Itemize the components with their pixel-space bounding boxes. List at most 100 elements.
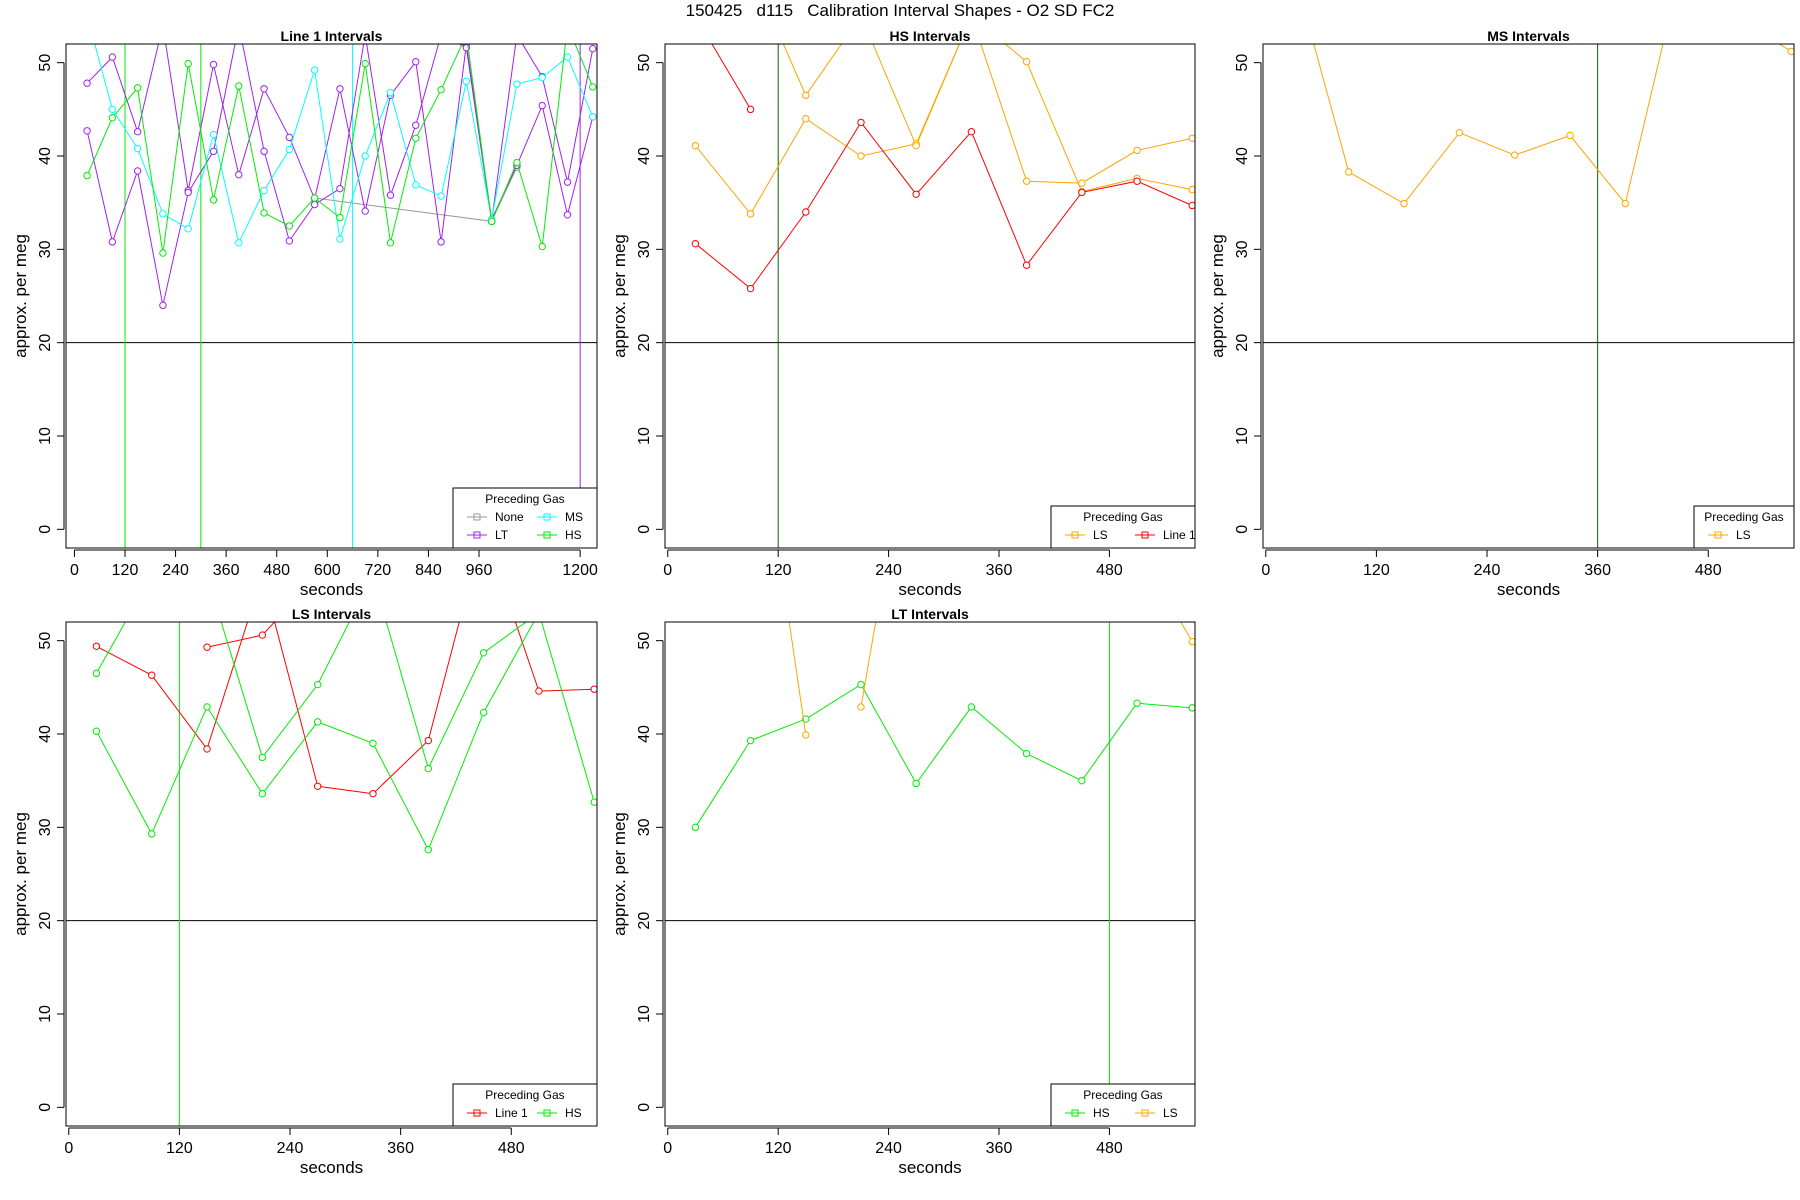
y-tick-label: 20 [37, 334, 54, 352]
data-point [260, 85, 268, 93]
plot-area [66, 13, 597, 548]
data-point [148, 671, 156, 679]
data-point [1345, 168, 1353, 176]
data-point [1455, 128, 1464, 137]
legend-label: HS [565, 528, 582, 542]
legend-label: LS [1163, 1106, 1178, 1120]
data-point [1188, 637, 1195, 646]
y-axis-label: approx. per meg [11, 812, 30, 936]
x-axis-label: seconds [300, 1158, 363, 1177]
data-point [857, 152, 865, 160]
data-point [313, 680, 322, 689]
data-point [912, 142, 920, 150]
y-axis-label: approx. per meg [610, 812, 629, 936]
legend-box [1693, 505, 1795, 549]
figure-title: 150425 d115 Calibration Interval Shapes … [685, 1, 1115, 20]
data-point [802, 731, 810, 739]
data-point [83, 127, 91, 135]
data-point [336, 235, 344, 243]
legend-box [1050, 1083, 1196, 1127]
x-tick-label: 120 [166, 1140, 193, 1157]
data-point [968, 13, 974, 19]
data-point [691, 823, 700, 832]
data-point [1188, 704, 1195, 712]
data-point [149, 572, 155, 578]
data-point [258, 753, 267, 762]
plot-frame [1262, 43, 1795, 549]
legend-label: HS [1093, 1106, 1110, 1120]
panel-5: LT Intervals 0 120 240 360 480 seconds 0 10 20 30 4… [610, 606, 1196, 1177]
y-tick-label: 0 [37, 1103, 54, 1112]
data-point [160, 22, 166, 28]
series-ls [1313, 44, 1794, 208]
data-point [92, 642, 101, 650]
data-point [513, 158, 521, 167]
y-tick-label: 50 [37, 54, 54, 72]
legend-label: Line 1 [1163, 528, 1196, 542]
x-axis-label: seconds [898, 580, 961, 599]
series-lt [83, 22, 597, 310]
x-tick-label: 0 [1261, 562, 1270, 579]
data-point [1078, 776, 1086, 785]
x-tick-label: 600 [314, 562, 341, 579]
y-tick-label: 20 [37, 912, 54, 930]
series-line [95, 622, 595, 851]
data-point [203, 745, 211, 753]
data-point [536, 609, 542, 615]
y-tick-label: 50 [1234, 54, 1251, 72]
legend-box [452, 1083, 598, 1127]
data-point [336, 184, 344, 193]
data-point [802, 91, 810, 100]
y-axis-label: approx. per meg [1208, 234, 1227, 358]
data-point [462, 77, 471, 86]
series-line [1313, 44, 1792, 205]
data-point [386, 239, 395, 247]
data-point [590, 798, 597, 806]
legend-entry: MS [537, 510, 583, 524]
data-point [184, 188, 192, 197]
data-point [1188, 134, 1195, 142]
data-point [538, 242, 546, 251]
x-tick-label: 120 [765, 1140, 792, 1157]
y-tick-label: 10 [636, 427, 653, 445]
data-point [967, 128, 976, 136]
data-point [133, 167, 142, 175]
y-tick-label: 10 [1234, 427, 1251, 445]
x-tick-label: 360 [986, 1140, 1013, 1157]
data-point [184, 59, 192, 68]
series-line [695, 121, 1193, 290]
data-point [1400, 199, 1408, 208]
legend-entry: LS [1065, 528, 1108, 542]
series-ms [84, 13, 597, 247]
data-point [336, 213, 344, 222]
data-point [479, 649, 488, 657]
y-tick-label: 0 [37, 525, 54, 534]
legend-entry: LS [1708, 528, 1751, 542]
data-point [83, 79, 91, 87]
x-tick-label: 480 [1096, 562, 1123, 579]
data-point [412, 121, 420, 129]
x-tick-label: 240 [875, 1140, 902, 1157]
data-point [285, 133, 294, 142]
data-point [310, 194, 319, 202]
data-point [310, 200, 319, 209]
y-tick-label: 30 [37, 818, 54, 836]
data-point [479, 708, 488, 717]
data-point [563, 178, 572, 186]
series-line [782, 44, 1193, 193]
y-tick-label: 20 [636, 912, 653, 930]
plot-area [665, 13, 1195, 548]
x-tick-label: 240 [277, 1140, 304, 1157]
data-point [538, 101, 546, 110]
x-tick-label: 360 [387, 1140, 414, 1157]
x-tick-label: 120 [1363, 562, 1390, 579]
data-point [310, 66, 319, 74]
legend-entry: LT [467, 528, 509, 542]
y-tick-label: 0 [636, 525, 653, 534]
data-point [203, 643, 211, 651]
data-point [108, 105, 117, 114]
data-point [209, 60, 218, 69]
data-point [857, 703, 865, 711]
series-hs [691, 680, 1195, 832]
data-point [84, 13, 90, 19]
